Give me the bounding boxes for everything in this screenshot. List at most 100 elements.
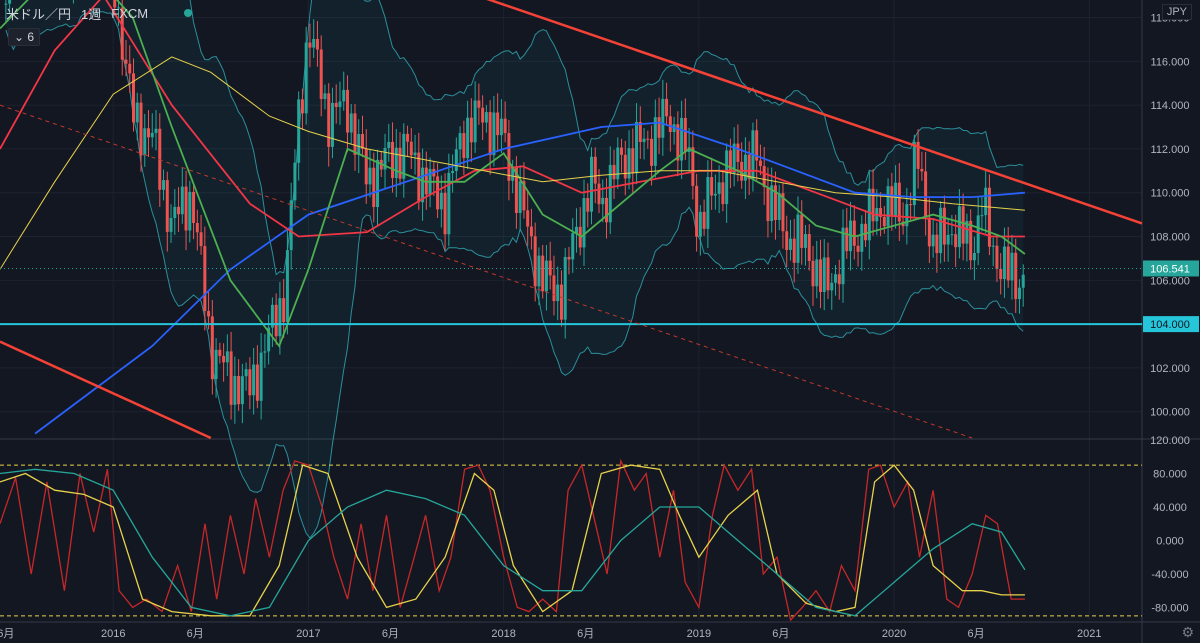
candle-body <box>402 133 406 179</box>
candle-body <box>128 63 132 74</box>
candle-body <box>210 316 214 380</box>
candle-body <box>593 156 597 184</box>
candle-body <box>541 255 545 292</box>
candle-body <box>616 147 620 180</box>
indicator-count: 6 <box>27 30 35 44</box>
indicator-toggle[interactable]: ⌄ 6 <box>8 28 41 46</box>
candle-body <box>192 191 196 223</box>
candle-body <box>4 3 8 5</box>
candle-body <box>939 207 943 254</box>
candle-body <box>620 147 624 155</box>
candle-body <box>706 177 710 229</box>
candle-body <box>244 369 248 377</box>
candle-body <box>927 217 931 247</box>
candle-body <box>702 211 706 229</box>
candle-body <box>563 256 567 320</box>
price-tick-label: 106.000 <box>1150 275 1190 287</box>
candle-body <box>1014 252 1018 300</box>
candle-body <box>552 275 556 302</box>
time-tick-label: 2019 <box>687 628 711 640</box>
candle-body <box>289 200 293 251</box>
candle-body <box>447 172 451 235</box>
candle-body <box>1017 287 1021 300</box>
candle-body <box>116 7 120 9</box>
candle-body <box>537 255 541 287</box>
candle-body <box>484 112 488 123</box>
candle-body <box>950 234 954 236</box>
candle-body <box>623 154 627 179</box>
candle-body <box>638 122 642 142</box>
price-tick-label: 100.000 <box>1150 407 1190 419</box>
candle-body <box>518 181 522 213</box>
candle-body <box>657 117 661 138</box>
candle-body <box>345 89 349 133</box>
candle-body <box>165 180 169 232</box>
candle-body <box>676 124 680 161</box>
candle-body <box>180 186 184 215</box>
candle-body <box>466 117 470 159</box>
candle-body <box>773 185 777 221</box>
candle-body <box>319 49 323 100</box>
candle-body <box>864 223 868 241</box>
candle-body <box>897 182 901 222</box>
candle-body <box>376 159 380 208</box>
candle-body <box>327 93 331 147</box>
candle-body <box>533 236 537 287</box>
candle-body <box>255 364 259 401</box>
symbol-label[interactable]: 米ドル／円 <box>6 7 72 22</box>
oscillator-line <box>0 468 1026 617</box>
time-tick-label: 6月 <box>577 628 594 640</box>
candle-body <box>237 375 241 405</box>
moving-average-line <box>0 0 1025 238</box>
candle-body <box>248 369 252 396</box>
candle-body <box>578 226 582 248</box>
candle-body <box>454 149 458 172</box>
candle-body <box>203 246 207 312</box>
candle-body <box>507 133 511 181</box>
candle-body <box>120 7 124 60</box>
candle-body <box>995 245 999 269</box>
candle-body <box>188 191 192 231</box>
candle-body <box>946 234 950 245</box>
candle-body <box>458 133 462 150</box>
candle-body <box>713 193 717 196</box>
candle-body <box>184 186 188 231</box>
candle-body <box>1002 246 1006 280</box>
candle-body <box>304 42 308 114</box>
price-tick-label: 108.000 <box>1150 232 1190 244</box>
candle-body <box>451 171 455 173</box>
oscillator-tick-label: 80.000 <box>1153 468 1187 480</box>
candle-body <box>747 154 751 180</box>
candle-body <box>162 180 166 190</box>
last-price-badge: 106.541 <box>1150 263 1190 275</box>
candle-body <box>218 349 222 356</box>
candle-body <box>357 134 361 155</box>
candle-body <box>409 141 413 156</box>
channel-trend-line <box>0 340 212 440</box>
candle-body <box>860 223 864 252</box>
candle-body <box>267 327 271 352</box>
candle-body <box>548 260 552 276</box>
time-tick-label: 2016 <box>101 628 125 640</box>
live-status-dot <box>184 9 192 17</box>
candle-body <box>496 112 500 136</box>
candle-body <box>511 167 515 181</box>
candle-body <box>597 183 601 205</box>
time-tick-label: 6月 <box>187 628 204 640</box>
gear-icon[interactable]: ⚙ <box>1181 624 1194 640</box>
candle-body <box>229 351 233 405</box>
candle-body <box>233 375 237 405</box>
candle-body <box>398 147 402 179</box>
candle-body <box>300 99 304 114</box>
interval-label[interactable]: 1週 <box>81 7 102 22</box>
candle-body <box>195 222 199 233</box>
level-price-badge: 104.000 <box>1150 319 1190 331</box>
dashed-trend-line <box>0 104 973 439</box>
candle-body <box>285 250 289 323</box>
candle-body <box>867 188 871 241</box>
candle-body <box>207 311 211 317</box>
candle-body <box>439 192 443 210</box>
candle-body <box>143 128 147 156</box>
candle-body <box>342 89 346 102</box>
